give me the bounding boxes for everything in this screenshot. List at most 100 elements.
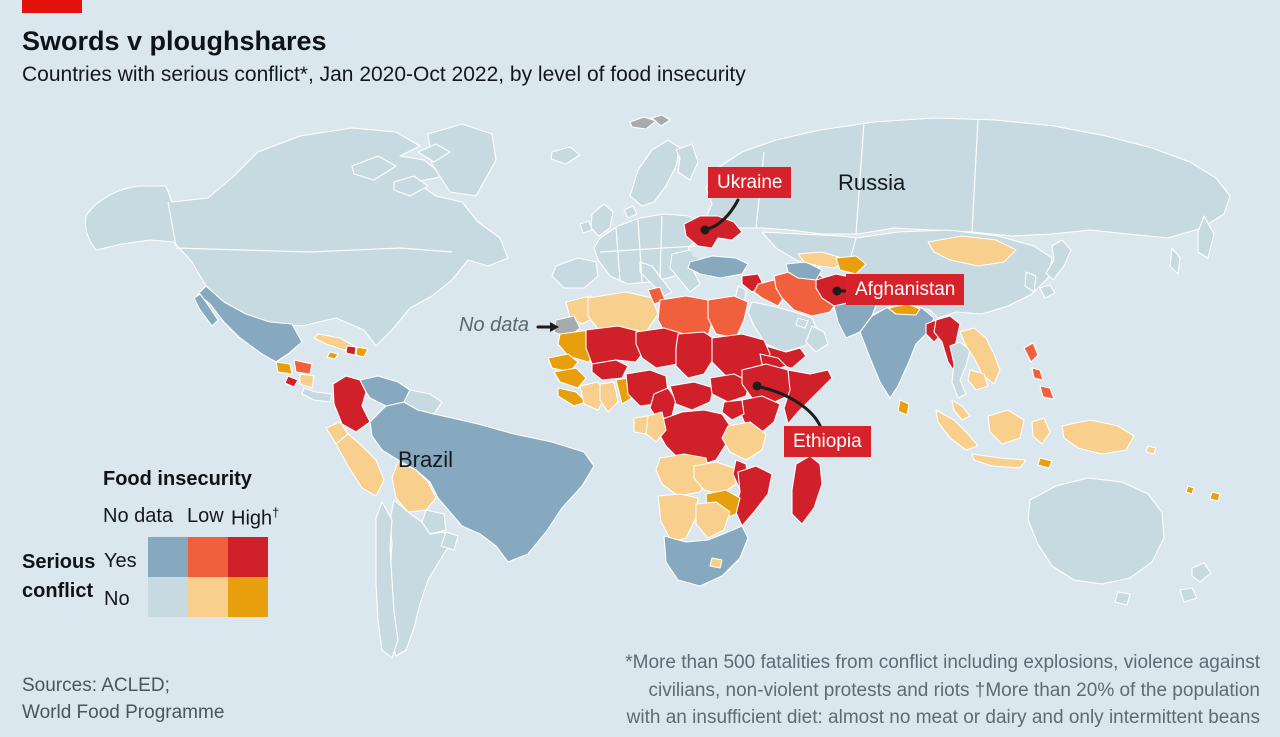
country-scandinavia xyxy=(629,139,681,207)
border-russia-3 xyxy=(971,119,979,233)
country-iceland xyxy=(550,146,581,165)
country-ukraine xyxy=(683,215,743,249)
arctic-island xyxy=(351,155,397,181)
brazil-label: Brazil xyxy=(398,447,454,472)
country-madagascar xyxy=(791,455,823,525)
russia-label: Russia xyxy=(838,170,906,195)
no-data-label: No data xyxy=(459,314,530,336)
country-mexico xyxy=(197,285,303,363)
region-sakhalin xyxy=(1169,247,1181,275)
ukraine-leader-line xyxy=(706,198,740,231)
region-malay-peninsula xyxy=(951,399,971,421)
country-denmark xyxy=(623,205,638,219)
country-new-zealand xyxy=(1191,562,1212,583)
country-cuba xyxy=(313,333,355,351)
border-europe-1 xyxy=(615,227,621,281)
country-chile xyxy=(375,501,399,659)
country-el-salvador xyxy=(284,375,299,388)
country-cambodia xyxy=(967,369,989,391)
country-korea xyxy=(1024,271,1037,293)
country-uzbekistan xyxy=(797,251,843,269)
country-somalia xyxy=(783,369,833,425)
territory-svalbard xyxy=(629,114,671,130)
country-india xyxy=(859,303,935,399)
island-sulawesi xyxy=(1031,417,1051,445)
country-saudi-arabia xyxy=(747,301,819,353)
country-lesotho xyxy=(709,557,723,569)
country-finland xyxy=(675,143,699,181)
island-sumatra xyxy=(935,409,979,451)
country-colombia xyxy=(332,375,371,433)
country-central-african-republic xyxy=(669,381,715,411)
country-honduras xyxy=(293,359,313,375)
legend-color-grid xyxy=(148,537,268,617)
country-iberia xyxy=(551,257,599,289)
islands-solomon xyxy=(1145,445,1157,455)
country-guatemala xyxy=(275,361,293,375)
region-sierra-leone-liberia xyxy=(557,387,587,407)
country-guinea xyxy=(553,367,587,389)
page-title: Swords v ploughshares xyxy=(22,26,327,56)
country-haiti xyxy=(345,345,357,356)
country-botswana xyxy=(695,501,731,539)
economist-red-tab xyxy=(22,0,82,13)
country-zambia xyxy=(693,461,737,495)
legend-cell-conflict_high xyxy=(228,537,268,577)
border-us-canada xyxy=(175,247,453,253)
island-borneo xyxy=(987,409,1025,445)
ethiopia-leader-line xyxy=(758,385,823,430)
country-turkey xyxy=(687,255,749,279)
legend-row-no: No xyxy=(104,588,130,610)
country-uganda xyxy=(721,399,745,421)
region-gulf-states xyxy=(795,317,809,329)
border-europe-4 xyxy=(599,245,697,253)
dagger-mark: † xyxy=(272,505,280,520)
ethiopia-label: Ethiopia xyxy=(784,426,871,457)
country-burkina-faso xyxy=(591,359,629,381)
afghanistan-leader-dot xyxy=(832,286,842,296)
country-egypt xyxy=(707,295,749,339)
country-new-zealand xyxy=(1179,587,1198,603)
region-kyrgyzstan-tajikistan xyxy=(835,255,867,275)
country-namibia xyxy=(657,493,699,543)
country-sri-lanka xyxy=(897,399,910,416)
legend-col-no-data: No data xyxy=(103,505,174,527)
country-peru xyxy=(335,433,385,497)
country-ireland xyxy=(579,220,593,234)
country-greenland xyxy=(427,123,497,197)
country-paraguay xyxy=(421,509,447,535)
country-venezuela xyxy=(359,375,411,407)
border-russia-2 xyxy=(855,121,865,235)
ukraine-label: Ukraine xyxy=(708,167,792,198)
region-laos-vietnam xyxy=(959,327,1001,385)
country-oman xyxy=(805,325,829,353)
arctic-island xyxy=(393,175,429,197)
country-philippines xyxy=(1039,385,1055,400)
country-vanuatu xyxy=(1185,485,1195,495)
legend-col-low: Low xyxy=(187,505,224,527)
legend-title: Food insecurity xyxy=(103,468,252,490)
no-data-arrowhead xyxy=(550,322,559,332)
region-guyanas xyxy=(403,389,443,415)
border-alaska xyxy=(167,201,177,247)
arctic-island xyxy=(417,143,451,163)
ethiopia-leader-dot xyxy=(752,381,762,391)
country-philippines xyxy=(1031,367,1044,381)
country-tasmania xyxy=(1114,591,1131,606)
country-japan xyxy=(1039,284,1056,299)
black-sea xyxy=(690,246,744,260)
country-philippines xyxy=(1023,342,1039,363)
country-ghana xyxy=(599,381,619,413)
legend-cell-noconflict_high xyxy=(228,577,268,617)
region-kamchatka xyxy=(1197,215,1215,259)
country-chad xyxy=(675,331,717,379)
country-mozambique xyxy=(734,465,773,527)
country-drc xyxy=(657,409,731,467)
country-angola xyxy=(655,453,711,497)
legend-cell-land xyxy=(148,577,188,617)
sources-note: Sources: ACLED; World Food Programme xyxy=(22,675,225,723)
legend-group-label: Serious conflict xyxy=(22,551,96,602)
island-java xyxy=(971,453,1027,469)
